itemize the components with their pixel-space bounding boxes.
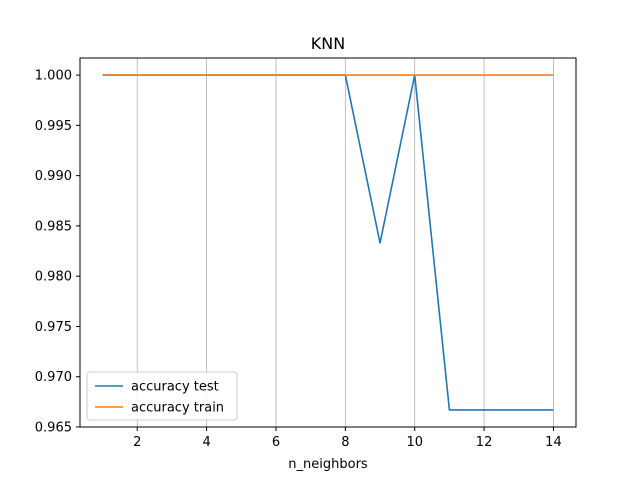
y-tick-label: 0.990 — [35, 169, 72, 184]
y-tick-label: 1.000 — [35, 69, 72, 84]
x-axis-label: n_neighbors — [288, 457, 368, 472]
legend: accuracy test accuracy train — [86, 371, 238, 421]
grid-lines — [136, 58, 554, 427]
x-tick-label: 14 — [545, 435, 562, 450]
series-lines — [102, 74, 554, 411]
y-tick-label: 0.985 — [35, 219, 72, 234]
y-tick-label: 0.975 — [35, 320, 72, 335]
x-tick-label: 4 — [202, 435, 210, 450]
x-tick-label: 2 — [133, 435, 141, 450]
y-tick-label: 0.980 — [35, 270, 72, 285]
legend-label: accuracy train — [131, 401, 224, 416]
legend-box — [86, 371, 238, 421]
x-tick-label: 8 — [341, 435, 349, 450]
y-tick-label: 0.965 — [35, 421, 72, 436]
plot-frame — [79, 57, 577, 428]
x-tick-label: 10 — [406, 435, 423, 450]
x-tick-label: 12 — [476, 435, 493, 450]
y-axis-ticks: 0.965 0.970 0.975 0.980 0.985 0.990 0.995 1.000 — [35, 69, 80, 436]
y-tick-label: 0.995 — [35, 119, 72, 134]
y-tick-label: 0.970 — [35, 370, 72, 385]
x-tick-label: 6 — [272, 435, 280, 450]
chart-title: KNN — [311, 34, 345, 53]
legend-label: accuracy test — [131, 380, 219, 395]
series-line-accuracy-test — [102, 74, 554, 411]
x-axis-ticks: 2 4 6 8 10 12 14 — [133, 427, 562, 450]
